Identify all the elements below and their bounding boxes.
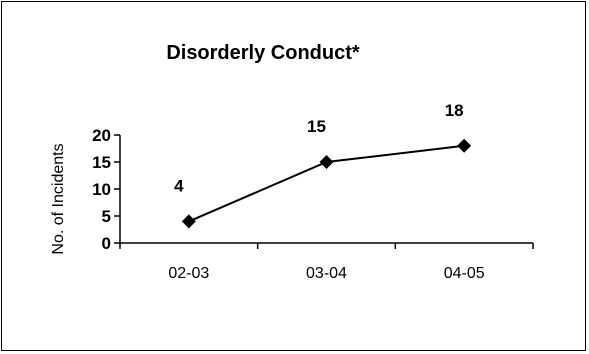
data-point <box>457 138 472 153</box>
y-tick-label: 0 <box>102 234 111 253</box>
x-tick-label: 03-04 <box>306 265 347 282</box>
data-point <box>181 214 196 229</box>
y-tick-label: 15 <box>92 153 111 172</box>
data-label: 15 <box>307 117 326 136</box>
y-tick-label: 10 <box>92 180 111 199</box>
x-tick-label: 04-05 <box>444 265 485 282</box>
y-axis-label: No. of Incidents <box>50 143 67 254</box>
data-label: 4 <box>174 176 184 195</box>
y-tick-label: 5 <box>102 207 111 226</box>
chart-title: Disorderly Conduct* <box>166 42 360 64</box>
y-tick-label: 20 <box>92 126 111 145</box>
data-label: 18 <box>445 101 464 120</box>
data-point <box>319 155 334 169</box>
x-tick-label: 02-03 <box>168 265 209 282</box>
